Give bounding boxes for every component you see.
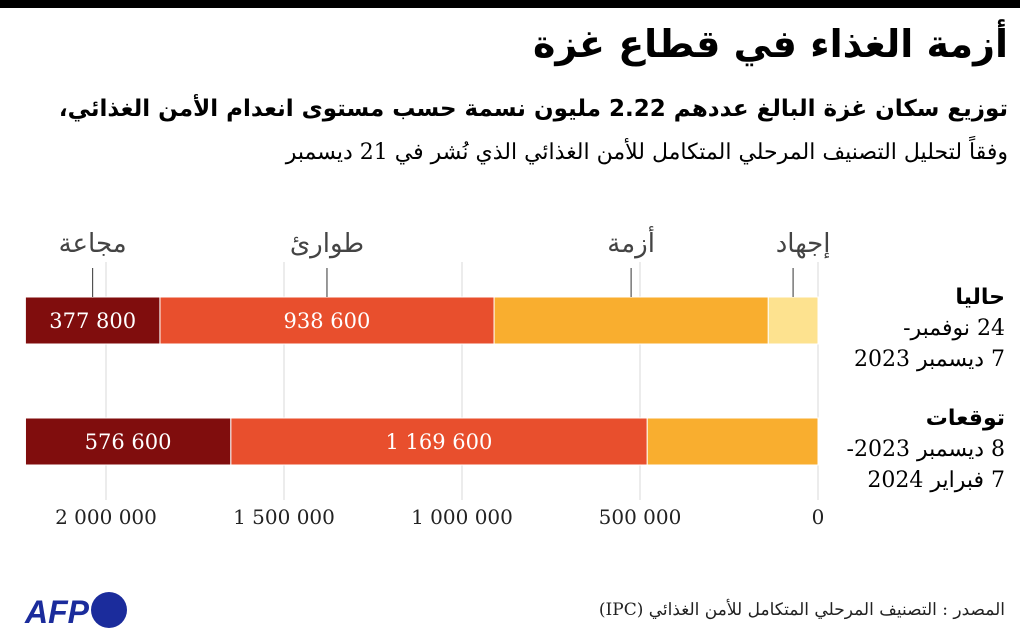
afp-logo-circle — [91, 592, 127, 628]
legend-label: مجاعة — [59, 229, 127, 259]
bar-segment — [159, 296, 495, 345]
data-label: 938 600 — [284, 309, 371, 333]
bar-segment — [646, 417, 819, 466]
bar-segment — [767, 296, 819, 345]
x-tick-label: 2 000 000 — [55, 505, 157, 529]
legend-label: إجهاد — [776, 229, 831, 259]
chart-subtitle-line2: وفقاً لتحليل التصنيف المرحلي المتكامل لل… — [285, 140, 1008, 165]
afp-logo: AFP — [25, 592, 127, 631]
bar-segment — [24, 417, 232, 466]
data-label: 576 600 — [85, 430, 172, 454]
category-label-current: حاليا 24 نوفمبر- 7 ديسمبر 2023 — [854, 282, 1005, 375]
legend-label: طوارئ — [290, 229, 364, 259]
top-rule — [0, 0, 1020, 8]
bar-segment — [24, 296, 161, 345]
bar-segment — [493, 296, 769, 345]
chart-subtitle-line1: توزيع سكان غزة البالغ عددهم 2.22 مليون ن… — [58, 96, 1008, 122]
x-tick-label: 500 000 — [599, 505, 682, 529]
category-title: حاليا — [955, 285, 1005, 310]
x-tick-label: 0 — [812, 505, 825, 529]
category-date-start: 24 نوفمبر- — [903, 316, 1005, 341]
data-label: 377 800 — [49, 309, 136, 333]
x-tick-label: 1 000 000 — [411, 505, 513, 529]
category-date-start: 8 ديسمبر 2023- — [846, 437, 1005, 462]
x-tick-label: 1 500 000 — [233, 505, 335, 529]
bar-segment — [230, 417, 648, 466]
category-label-projected: توقعات 8 ديسمبر 2023- 7 فبراير 2024 — [847, 403, 1005, 496]
source-note: المصدر : التصنيف المرحلي المتكامل للأمن … — [598, 600, 1005, 620]
category-date-end: 7 فبراير 2024 — [867, 468, 1005, 493]
category-date-end: 7 ديسمبر 2023 — [853, 347, 1005, 372]
legend-label: أزمة — [607, 225, 655, 259]
chart-title: أزمة الغذاء في قطاع غزة — [532, 22, 1008, 66]
category-title: توقعات — [925, 406, 1005, 431]
data-label: 1 169 600 — [385, 430, 492, 454]
